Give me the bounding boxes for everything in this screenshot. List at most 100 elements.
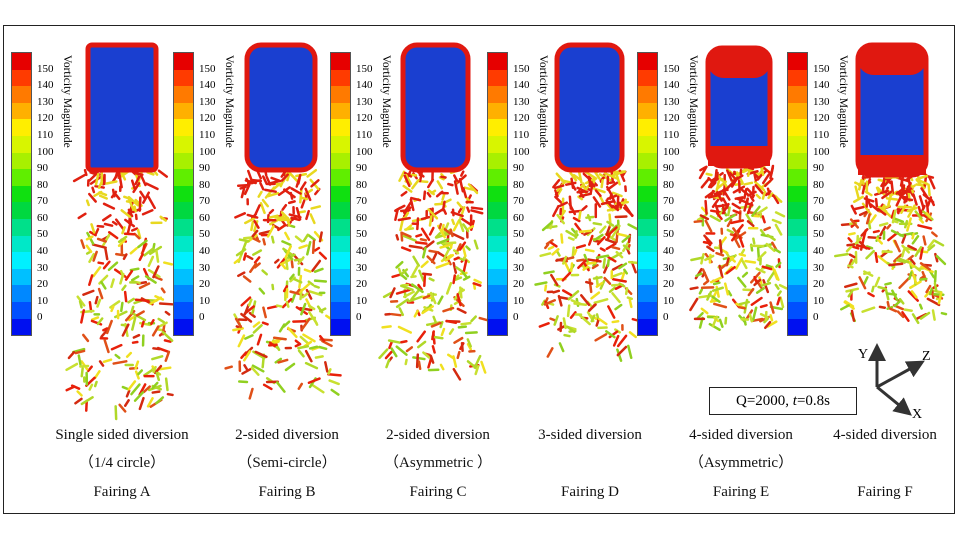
vortex-structure xyxy=(125,351,133,358)
colorbar-tick-label: 120 xyxy=(813,112,830,125)
vortex-structure xyxy=(456,293,462,307)
vortex-structure xyxy=(886,223,892,230)
vortex-structure xyxy=(905,191,909,199)
vortex-structure xyxy=(914,246,923,257)
vortex-structure xyxy=(264,188,277,193)
vortex-structure xyxy=(120,209,132,219)
colorbar-segment xyxy=(174,185,193,203)
vortex-structure xyxy=(847,289,854,298)
vortex-structure xyxy=(103,339,110,354)
vortex-structure xyxy=(769,301,775,314)
vortex-structure xyxy=(257,190,263,198)
vortex-structure xyxy=(134,370,140,380)
vortex-structure xyxy=(390,312,402,317)
vortex-structure xyxy=(281,263,287,270)
vortex-structure xyxy=(416,217,420,231)
vortex-structure xyxy=(611,191,623,198)
vortex-structure xyxy=(131,340,139,344)
vortex-structure xyxy=(584,248,595,253)
colorbar-segment xyxy=(788,202,807,219)
vortex-structure xyxy=(901,311,910,322)
vortex-structure xyxy=(626,296,633,301)
colorbar-segment xyxy=(331,169,350,186)
colorbar-segment xyxy=(331,185,350,203)
vortex-structure xyxy=(756,251,767,261)
vortex-structure xyxy=(307,377,321,385)
vortex-structure xyxy=(460,321,472,326)
vortex-structure xyxy=(447,258,452,266)
colorbar-tick-label: 130 xyxy=(513,95,530,108)
vortex-structure xyxy=(452,219,460,232)
vortex-structure xyxy=(403,290,415,299)
vortex-structure xyxy=(308,290,323,297)
vortex-structure xyxy=(267,343,278,347)
vortex-structure xyxy=(924,290,931,298)
vortex-structure xyxy=(102,358,113,364)
vortex-structure xyxy=(427,208,439,220)
vortex-structure xyxy=(120,301,124,313)
colorbar-tick-label: 40 xyxy=(356,245,367,258)
vortex-structure xyxy=(590,314,596,323)
vortex-structure xyxy=(566,304,571,318)
colorbar-segment xyxy=(788,152,807,170)
vortex-structure xyxy=(67,351,76,360)
colorbar-tick-label: 0 xyxy=(663,311,669,324)
vortex-structure xyxy=(561,271,572,282)
vortex-structure xyxy=(462,259,468,274)
fairing-description: 4-sided diversion xyxy=(689,427,793,443)
vortex-structure xyxy=(125,389,131,398)
vortex-structure xyxy=(147,384,162,392)
vortex-structure xyxy=(247,298,253,307)
vortex-structure xyxy=(284,257,289,271)
colorbar xyxy=(173,52,194,336)
colorbar-segment xyxy=(12,252,31,269)
colorbar-segment xyxy=(488,135,507,153)
vortex-structure xyxy=(452,249,460,255)
vortex-structure xyxy=(445,319,458,325)
vortex-structure xyxy=(732,185,746,194)
vortex-structure xyxy=(150,319,155,326)
vortex-structure xyxy=(712,281,721,286)
vortex-structure xyxy=(453,336,464,344)
vortex-structure xyxy=(297,344,310,350)
vortex-structure xyxy=(136,228,142,240)
vortex-structure xyxy=(616,334,628,348)
vortex-structure xyxy=(262,306,267,319)
vortex-structure xyxy=(606,220,615,227)
vortex-structure xyxy=(627,223,640,231)
vortex-structure xyxy=(554,195,565,206)
vortex-structure xyxy=(420,227,431,241)
vortex-structure xyxy=(110,278,115,289)
fairing-name: Fairing B xyxy=(258,484,316,500)
colorbar-segment xyxy=(638,268,657,286)
fairing-body xyxy=(244,42,318,173)
colorbar-tick-label: 100 xyxy=(199,145,216,158)
vortex-structure xyxy=(918,195,925,210)
vortex-structure xyxy=(466,360,478,370)
vortex-structure xyxy=(166,392,174,397)
vortex-structure xyxy=(88,171,99,182)
vortex-structure xyxy=(560,233,564,244)
colorbar-segment xyxy=(638,185,657,203)
vortex-structure xyxy=(607,305,616,319)
vortex-structure xyxy=(937,291,943,305)
vortex-structure xyxy=(931,231,938,238)
vortex-structure xyxy=(928,175,936,190)
vortex-structure xyxy=(899,187,913,197)
vortex-structure xyxy=(884,281,892,286)
colorbar-segment xyxy=(12,318,31,336)
vortex-structure xyxy=(304,187,312,202)
vortex-structure xyxy=(718,318,724,328)
vortex-structure xyxy=(240,312,253,323)
vortex-structure xyxy=(415,233,423,238)
vortex-structure xyxy=(726,206,731,217)
vortex-structure xyxy=(565,181,577,186)
x-axis-arrow xyxy=(876,385,912,416)
vortex-structure xyxy=(275,381,286,393)
colorbar-tick-label: 130 xyxy=(199,95,216,108)
vortex-structure xyxy=(252,324,263,334)
vortex-structure xyxy=(611,224,621,238)
colorbar-tick-label: 90 xyxy=(37,162,48,175)
vortex-structure xyxy=(771,241,778,251)
colorbar-tick-label: 100 xyxy=(663,145,680,158)
